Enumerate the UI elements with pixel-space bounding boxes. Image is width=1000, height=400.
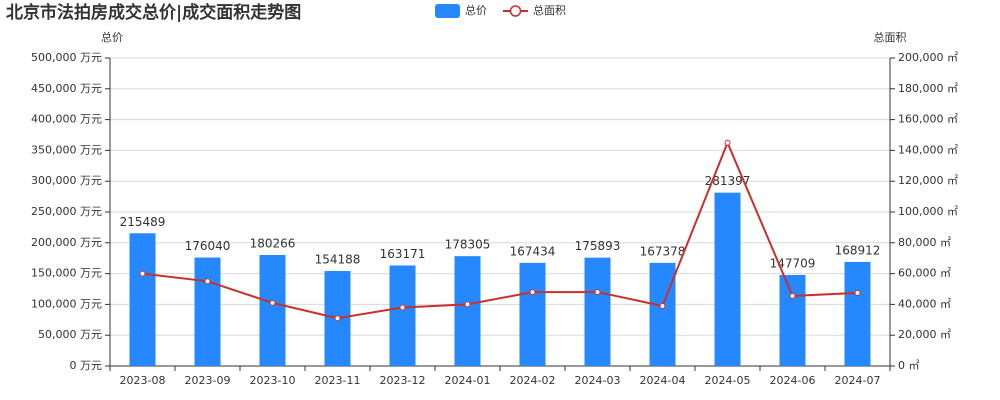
y-axis-title: 总价 bbox=[101, 30, 123, 44]
x-tick-label: 2024-06 bbox=[770, 374, 816, 387]
bar bbox=[584, 257, 611, 366]
y-tick-label: 0 万元 bbox=[70, 359, 103, 372]
chart-title: 北京市法拍房成交总价|成交面积走势图 bbox=[6, 2, 301, 23]
bar bbox=[454, 256, 481, 366]
y2-tick-label: 180,000 ㎡ bbox=[898, 82, 958, 95]
y2-tick-label: 80,000 ㎡ bbox=[898, 236, 951, 249]
y-tick-label: 400,000 万元 bbox=[31, 113, 102, 126]
x-tick-label: 2024-01 bbox=[445, 374, 491, 387]
y-tick-label: 100,000 万元 bbox=[31, 297, 102, 310]
line-point bbox=[659, 302, 666, 309]
data-label: 154188 bbox=[315, 253, 361, 267]
y2-tick-label: 60,000 ㎡ bbox=[898, 267, 951, 280]
x-tick-label: 2023-12 bbox=[380, 374, 426, 387]
y2-tick-label: 20,000 ㎡ bbox=[898, 328, 951, 341]
legend-label[interactable]: 总价 bbox=[465, 3, 487, 17]
x-tick-label: 2023-09 bbox=[185, 374, 231, 387]
y2-tick-label: 160,000 ㎡ bbox=[898, 113, 958, 126]
line-point bbox=[269, 299, 276, 306]
bar bbox=[259, 254, 286, 366]
line-point bbox=[139, 270, 146, 277]
legend-swatch[interactable] bbox=[435, 4, 460, 18]
line-point bbox=[334, 315, 341, 322]
x-tick-label: 2024-05 bbox=[705, 374, 751, 387]
y2-tick-label: 200,000 ㎡ bbox=[898, 51, 958, 64]
y-tick-label: 200,000 万元 bbox=[31, 236, 102, 249]
data-label: 176040 bbox=[185, 239, 231, 253]
x-tick-label: 2024-04 bbox=[640, 374, 686, 387]
line-point bbox=[204, 278, 211, 285]
data-label: 163171 bbox=[380, 247, 426, 261]
y-tick-label: 250,000 万元 bbox=[31, 205, 102, 218]
y2-tick-label: 100,000 ㎡ bbox=[898, 205, 958, 218]
y-tick-label: 450,000 万元 bbox=[31, 82, 102, 95]
y2-axis-title: 总面积 bbox=[874, 30, 907, 44]
bar bbox=[519, 262, 546, 366]
y2-tick-label: 120,000 ㎡ bbox=[898, 174, 958, 187]
bar bbox=[779, 275, 806, 366]
line-point bbox=[594, 289, 601, 296]
line-point bbox=[399, 304, 406, 311]
x-tick-label: 2023-11 bbox=[315, 374, 361, 387]
bar bbox=[714, 192, 741, 366]
y2-tick-label: 0 ㎡ bbox=[898, 359, 920, 372]
line-point bbox=[724, 139, 731, 146]
line-point bbox=[854, 289, 861, 296]
y-tick-label: 300,000 万元 bbox=[31, 174, 102, 187]
line-point bbox=[529, 289, 536, 296]
x-tick-label: 2023-08 bbox=[120, 374, 166, 387]
line bbox=[142, 140, 858, 320]
y-tick-label: 150,000 万元 bbox=[31, 267, 102, 280]
bar bbox=[389, 265, 416, 366]
x-tick-label: 2024-02 bbox=[510, 374, 556, 387]
x-tick-label: 2023-10 bbox=[250, 374, 296, 387]
y-tick-label: 50,000 万元 bbox=[38, 328, 102, 341]
y-tick-label: 350,000 万元 bbox=[31, 143, 102, 156]
data-label: 167378 bbox=[640, 244, 686, 258]
line-point bbox=[789, 292, 796, 299]
legend-swatch[interactable] bbox=[509, 5, 522, 17]
bar bbox=[844, 261, 871, 366]
x-tick-label: 2024-03 bbox=[575, 374, 621, 387]
y2-tick-label: 140,000 ㎡ bbox=[898, 143, 958, 156]
x-tick-label: 2024-07 bbox=[835, 374, 881, 387]
data-label: 178305 bbox=[445, 238, 491, 252]
data-label: 281397 bbox=[705, 174, 751, 188]
bar bbox=[194, 257, 221, 366]
data-label: 215489 bbox=[120, 215, 166, 229]
y-tick-label: 500,000 万元 bbox=[31, 51, 102, 64]
data-label: 168912 bbox=[835, 243, 881, 257]
line-point bbox=[464, 301, 471, 308]
data-label: 180266 bbox=[250, 236, 296, 250]
legend-label[interactable]: 总面积 bbox=[533, 3, 566, 17]
bar bbox=[649, 262, 676, 366]
bar bbox=[129, 233, 156, 366]
y2-tick-label: 40,000 ㎡ bbox=[898, 297, 951, 310]
data-label: 175893 bbox=[575, 239, 621, 253]
data-label: 167434 bbox=[510, 244, 556, 258]
